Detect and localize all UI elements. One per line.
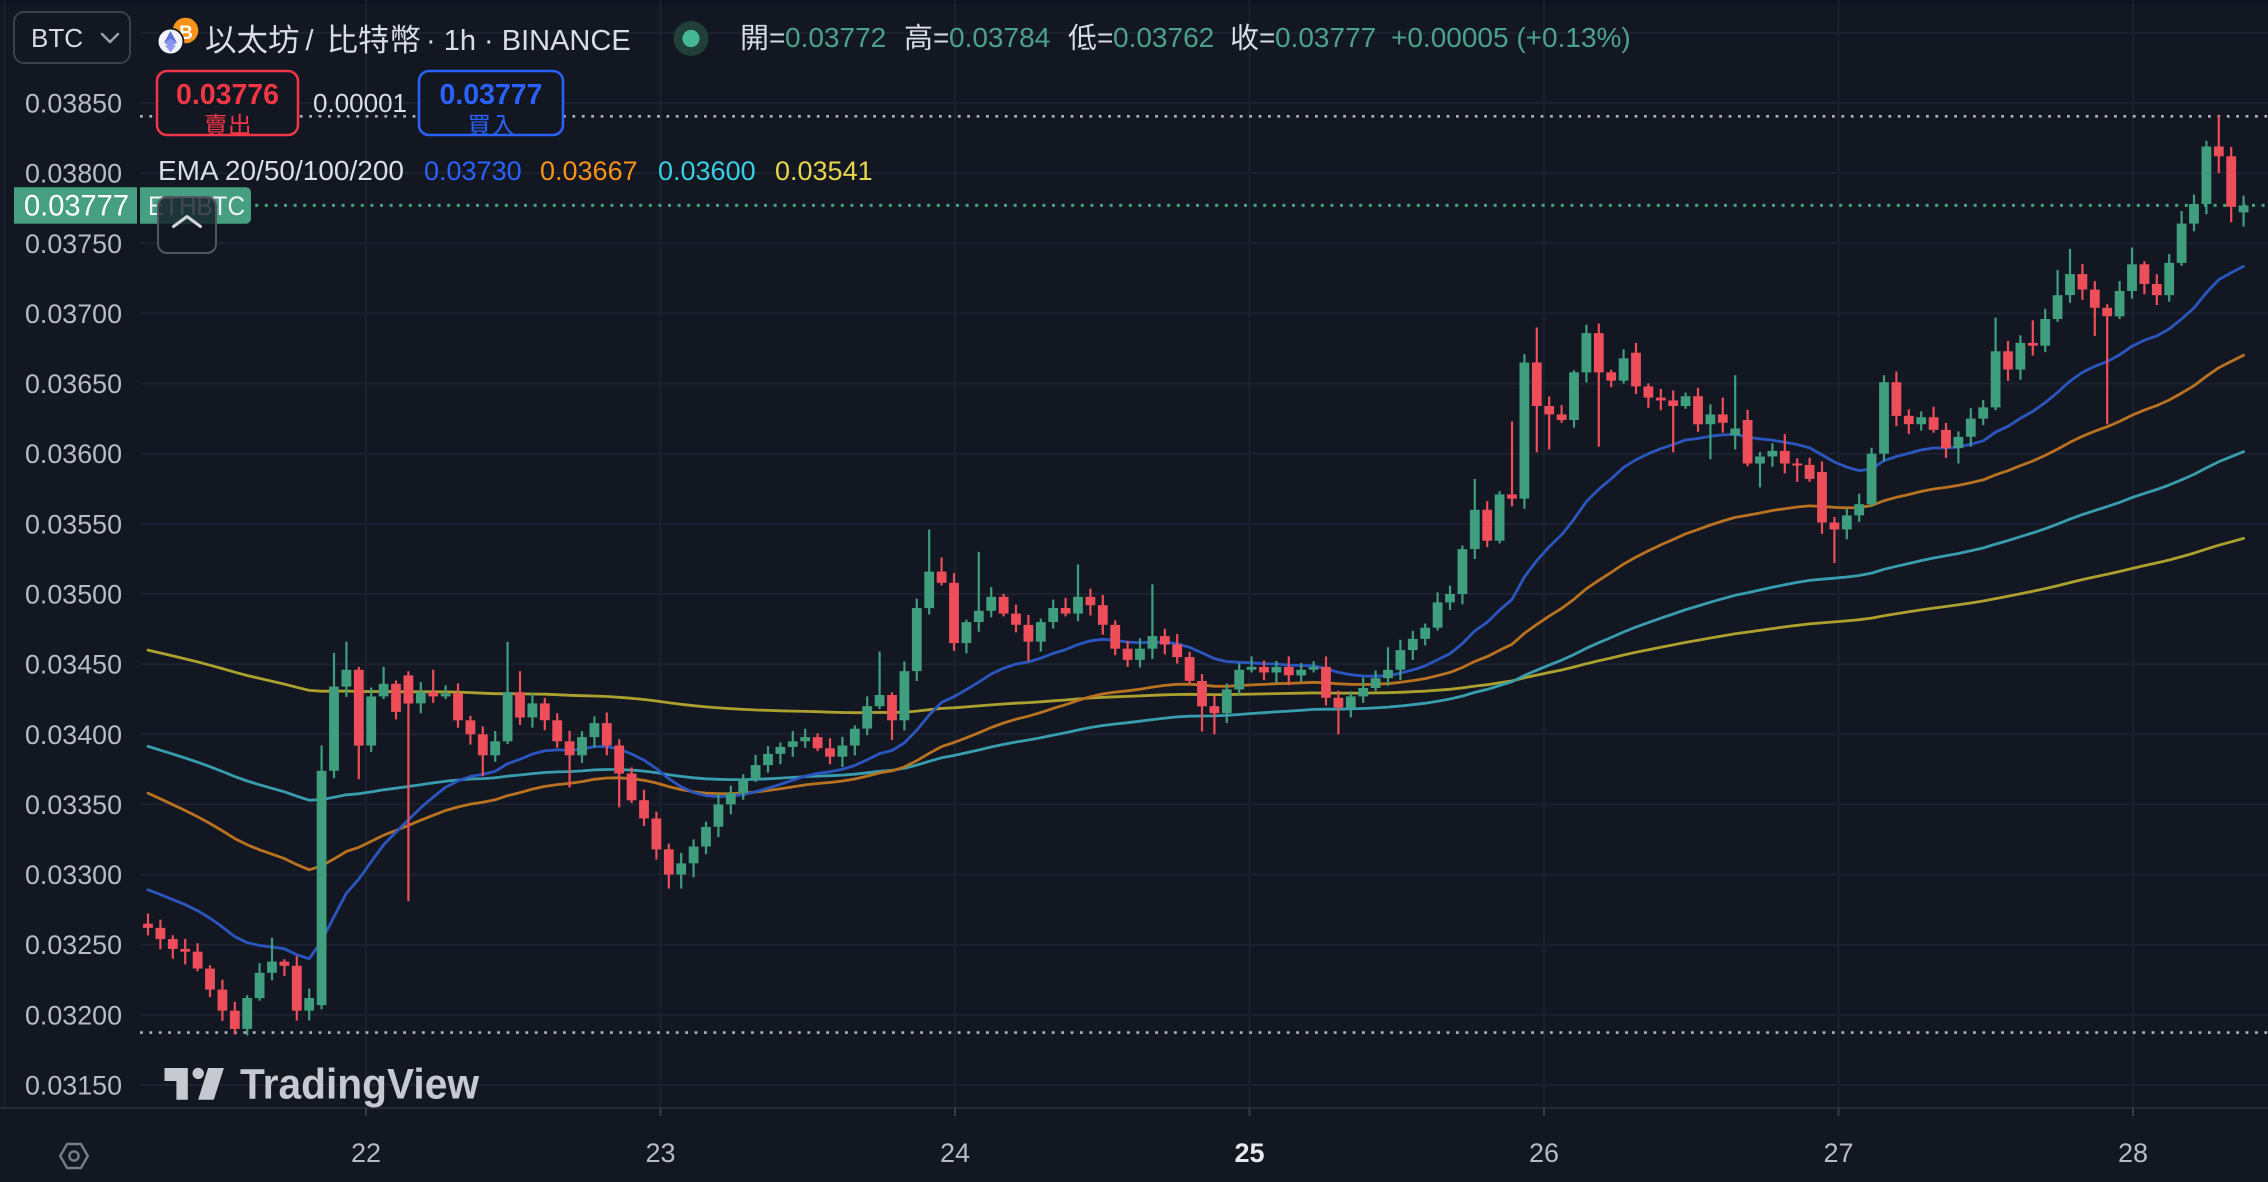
svg-text:+0.00005 (+0.13%): +0.00005 (+0.13%)	[1391, 22, 1631, 53]
svg-text:0.03784: 0.03784	[949, 22, 1050, 53]
svg-text:0.03350: 0.03350	[25, 790, 122, 820]
svg-text:=: =	[933, 22, 949, 53]
svg-text:0.00001: 0.00001	[313, 88, 407, 118]
svg-text:=: =	[1259, 22, 1275, 53]
svg-text:0.03150: 0.03150	[25, 1071, 122, 1101]
svg-text:EMA 20/50/100/200: EMA 20/50/100/200	[158, 155, 404, 186]
svg-text:/: /	[306, 25, 315, 57]
svg-text:TradingView: TradingView	[240, 1062, 480, 1109]
svg-text:0.03800: 0.03800	[25, 159, 122, 189]
svg-text:=: =	[769, 22, 785, 53]
svg-text:0.03650: 0.03650	[25, 369, 122, 399]
svg-text:0.03777: 0.03777	[24, 189, 129, 222]
svg-text:=: =	[1097, 22, 1113, 53]
svg-text:0.03667: 0.03667	[540, 156, 638, 186]
svg-text:0.03777: 0.03777	[1275, 22, 1376, 53]
svg-text:· 1h · BINANCE: · 1h · BINANCE	[426, 25, 631, 57]
svg-text:0.03777: 0.03777	[439, 79, 542, 111]
svg-text:0.03730: 0.03730	[424, 156, 522, 186]
svg-text:0.03400: 0.03400	[25, 720, 122, 750]
svg-text:28: 28	[2118, 1138, 2148, 1168]
svg-text:0.03450: 0.03450	[25, 650, 122, 680]
svg-text:0.03762: 0.03762	[1113, 22, 1214, 53]
svg-text:0.03200: 0.03200	[25, 1000, 122, 1030]
svg-text:0.03772: 0.03772	[785, 22, 886, 53]
svg-text:BTC: BTC	[31, 23, 83, 53]
svg-text:24: 24	[940, 1138, 970, 1168]
svg-text:23: 23	[645, 1138, 675, 1168]
svg-text:0.03776: 0.03776	[176, 79, 279, 111]
svg-text:27: 27	[1823, 1138, 1853, 1168]
svg-text:0.03700: 0.03700	[25, 299, 122, 329]
svg-text:0.03300: 0.03300	[25, 860, 122, 890]
svg-text:0.03750: 0.03750	[25, 229, 122, 259]
svg-text:0.03600: 0.03600	[658, 156, 756, 186]
svg-text:0.03550: 0.03550	[25, 509, 122, 539]
svg-text:22: 22	[351, 1138, 381, 1168]
svg-text:0.03250: 0.03250	[25, 930, 122, 960]
svg-text:0.03500: 0.03500	[25, 580, 122, 610]
svg-text:0.03541: 0.03541	[775, 156, 873, 186]
svg-text:25: 25	[1234, 1138, 1264, 1168]
svg-text:0.03600: 0.03600	[25, 439, 122, 469]
svg-text:26: 26	[1529, 1138, 1559, 1168]
svg-text:0.03850: 0.03850	[25, 89, 122, 119]
